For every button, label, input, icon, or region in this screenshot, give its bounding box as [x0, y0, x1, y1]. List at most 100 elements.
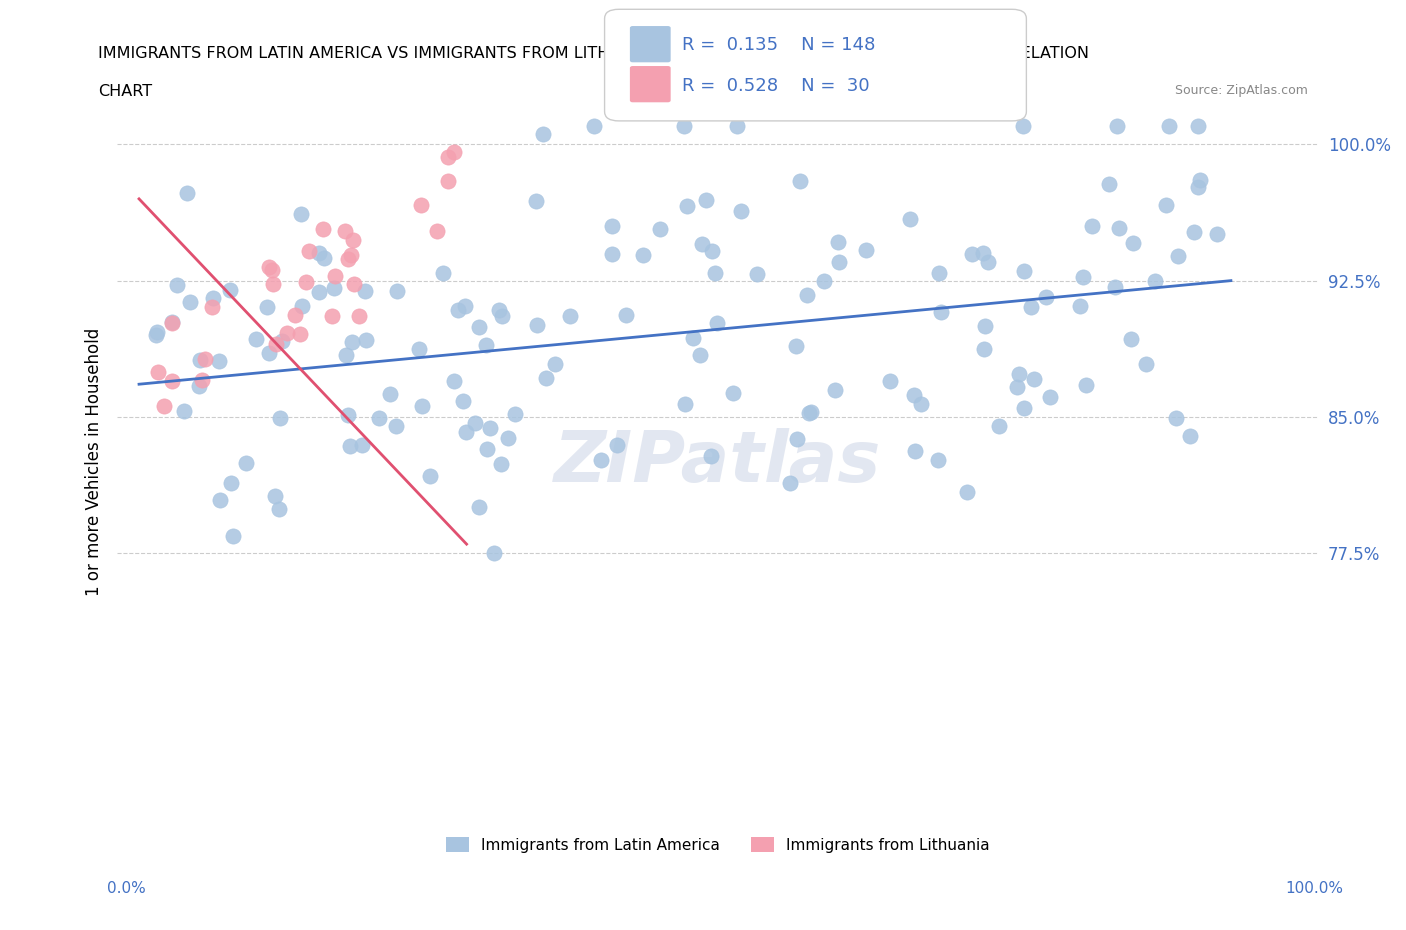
Point — [478, 420, 501, 435]
Point — [464, 416, 486, 431]
Point — [1187, 180, 1209, 195]
Point — [1069, 299, 1091, 313]
Text: R =  0.135    N = 148: R = 0.135 N = 148 — [682, 35, 876, 54]
Point — [176, 186, 198, 201]
Point — [269, 411, 291, 426]
Point — [337, 407, 360, 422]
Text: R =  0.528    N =  30: R = 0.528 N = 30 — [682, 76, 869, 95]
Point — [222, 529, 245, 544]
Point — [201, 299, 224, 314]
Y-axis label: 1 or more Vehicles in Household: 1 or more Vehicles in Household — [86, 328, 103, 596]
Point — [1180, 429, 1202, 444]
Point — [855, 242, 877, 257]
Point — [682, 330, 704, 345]
Point — [800, 405, 823, 419]
Point — [368, 410, 391, 425]
Point — [153, 398, 176, 413]
Point — [333, 224, 356, 239]
Point — [343, 277, 366, 292]
Point — [929, 304, 952, 319]
Point — [1104, 280, 1126, 295]
Point — [534, 370, 557, 385]
Point — [337, 252, 360, 267]
Point — [631, 247, 654, 262]
Point — [190, 373, 212, 388]
Point — [245, 331, 267, 346]
Point — [264, 488, 287, 503]
Point — [1119, 331, 1142, 346]
Point — [321, 309, 343, 324]
Text: IMMIGRANTS FROM LATIN AMERICA VS IMMIGRANTS FROM LITHUANIA 1 OR MORE VEHICLES IN: IMMIGRANTS FROM LATIN AMERICA VS IMMIGRA… — [98, 46, 1090, 61]
Point — [904, 444, 927, 458]
Point — [1012, 263, 1035, 278]
Text: Source: ZipAtlas.com: Source: ZipAtlas.com — [1174, 84, 1308, 97]
Point — [898, 212, 921, 227]
Point — [972, 246, 994, 260]
Point — [797, 405, 820, 420]
Point — [789, 174, 811, 189]
Point — [695, 193, 717, 207]
Point — [1035, 289, 1057, 304]
Point — [468, 320, 491, 335]
Point — [354, 333, 377, 348]
Point — [298, 244, 321, 259]
Point — [454, 299, 477, 313]
Point — [1167, 248, 1189, 263]
Point — [673, 396, 696, 411]
Point — [558, 308, 581, 323]
Point — [962, 246, 984, 261]
Point — [1008, 366, 1031, 381]
Point — [614, 308, 637, 323]
Point — [689, 347, 711, 362]
Point — [1098, 177, 1121, 192]
Point — [903, 388, 925, 403]
Point — [526, 317, 548, 332]
Point — [340, 247, 363, 262]
Point — [411, 198, 433, 213]
Point — [956, 485, 979, 499]
Point — [257, 259, 280, 274]
Point — [1108, 220, 1130, 235]
Point — [385, 418, 408, 433]
Point — [910, 396, 932, 411]
Point — [785, 339, 807, 353]
Point — [591, 453, 613, 468]
Point — [270, 334, 292, 349]
Point — [704, 265, 727, 280]
Point — [650, 222, 672, 237]
Point — [1205, 226, 1227, 241]
Point — [730, 204, 752, 219]
Text: ZIPatlas: ZIPatlas — [554, 428, 882, 497]
Point — [700, 448, 723, 463]
Point — [173, 404, 195, 418]
Point — [1159, 119, 1181, 134]
Point — [378, 386, 401, 401]
Point — [482, 546, 505, 561]
Point — [454, 424, 477, 439]
Point — [475, 338, 498, 352]
Point — [828, 254, 851, 269]
Point — [160, 315, 183, 330]
Point — [340, 335, 363, 350]
Point — [1024, 371, 1046, 386]
Point — [308, 246, 330, 260]
Point — [779, 475, 801, 490]
Point — [323, 280, 346, 295]
Point — [582, 119, 605, 134]
Point — [146, 325, 169, 339]
Point — [1122, 235, 1144, 250]
Point — [928, 265, 950, 280]
Point — [347, 309, 370, 324]
Point — [827, 234, 849, 249]
Point — [312, 221, 335, 236]
Point — [208, 353, 231, 368]
Point — [927, 452, 949, 467]
Point — [162, 316, 184, 331]
Point — [201, 291, 224, 306]
Point — [600, 246, 623, 261]
Point — [496, 431, 519, 445]
Point — [262, 276, 284, 291]
Point — [786, 432, 808, 446]
Point — [700, 244, 723, 259]
Point — [148, 365, 170, 379]
